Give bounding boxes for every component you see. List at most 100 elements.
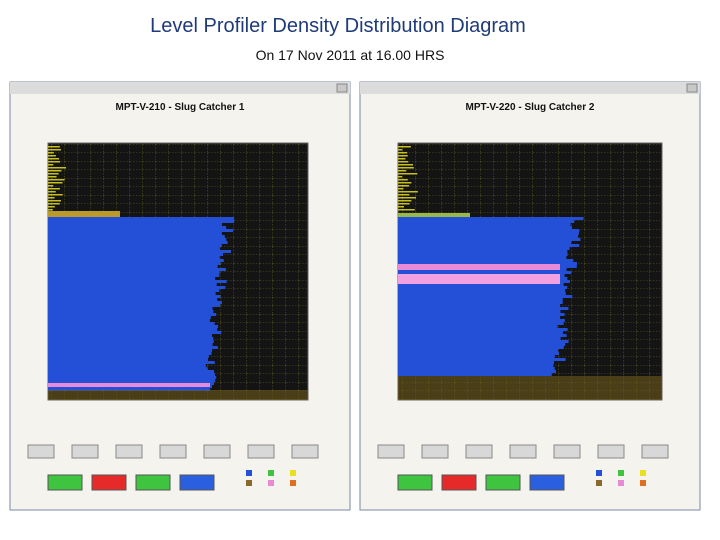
profile-base	[48, 390, 308, 400]
tool-button[interactable]	[641, 444, 669, 459]
legend-swatch	[246, 480, 252, 486]
profile-row	[398, 241, 572, 244]
legend-swatch	[618, 470, 624, 476]
tool-button[interactable]	[291, 444, 319, 459]
profile-row	[48, 223, 222, 226]
status-button[interactable]	[485, 474, 521, 491]
close-button[interactable]	[686, 83, 698, 93]
profile-fringe	[398, 188, 404, 190]
profile-row	[398, 313, 565, 316]
status-button[interactable]	[135, 474, 171, 491]
status-button[interactable]	[47, 474, 83, 491]
profile-fringe	[398, 209, 415, 211]
profile-fringe	[48, 179, 65, 181]
profile-row	[398, 325, 558, 328]
profile-row	[398, 349, 559, 352]
profile-row	[398, 220, 575, 223]
tool-button[interactable]	[71, 444, 99, 459]
profile-fringe	[48, 188, 60, 190]
status-button[interactable]	[91, 474, 127, 491]
close-button[interactable]	[336, 83, 348, 93]
profile-row	[398, 361, 555, 364]
profile-row	[398, 253, 568, 256]
profile-band	[398, 264, 560, 270]
tool-button[interactable]	[553, 444, 581, 459]
profile-row	[48, 241, 228, 244]
status-button[interactable]	[179, 474, 215, 491]
profile-row	[398, 286, 568, 289]
profile-fringe	[398, 191, 418, 193]
profile-row	[398, 364, 554, 367]
profile-fringe	[48, 170, 62, 172]
profile-row	[48, 358, 209, 361]
tool-button[interactable]	[421, 444, 449, 459]
profile-row	[398, 247, 570, 250]
profile-row	[48, 310, 214, 313]
profile-row	[398, 319, 565, 322]
profile-row	[398, 304, 561, 307]
profile-row	[48, 319, 210, 322]
tool-button[interactable]	[509, 444, 537, 459]
profile-fringe	[48, 203, 60, 205]
profile-row	[48, 346, 218, 349]
profile-row	[48, 334, 213, 337]
profile-row	[48, 262, 221, 265]
tool-button[interactable]	[203, 444, 231, 459]
profile-row	[48, 217, 235, 220]
tool-button[interactable]	[465, 444, 493, 459]
profile-row	[48, 256, 220, 259]
profile-row	[48, 355, 209, 358]
legend-swatch	[290, 470, 296, 476]
profile-band	[398, 274, 560, 284]
profile-fringe	[48, 158, 60, 160]
profile-fringe	[398, 182, 412, 184]
profile-row	[48, 349, 213, 352]
profile-row	[398, 238, 581, 241]
tool-button[interactable]	[247, 444, 275, 459]
profile-fringe	[398, 155, 408, 157]
legend-swatch	[596, 470, 602, 476]
profile-fringe	[48, 185, 54, 187]
profile-band	[398, 213, 470, 217]
legend-swatch	[640, 470, 646, 476]
status-button[interactable]	[397, 474, 433, 491]
profile-row	[48, 247, 220, 250]
legend-swatch	[290, 480, 296, 486]
tool-button[interactable]	[377, 444, 405, 459]
legend-swatch	[596, 480, 602, 486]
profile-row	[398, 322, 564, 325]
profile-fringe	[48, 191, 56, 193]
tool-button[interactable]	[159, 444, 187, 459]
profile-row	[48, 322, 215, 325]
profile-row	[48, 316, 211, 319]
profile-fringe	[398, 176, 403, 178]
profile-row	[48, 352, 212, 355]
profile-fringe	[48, 146, 60, 148]
tool-button[interactable]	[115, 444, 143, 459]
profile-fringe	[48, 155, 56, 157]
status-button[interactable]	[441, 474, 477, 491]
legend-swatch	[268, 480, 274, 486]
profile-fringe	[398, 200, 412, 202]
profile-fringe	[398, 179, 408, 181]
profile-row	[398, 331, 563, 334]
legend-swatch	[618, 480, 624, 486]
profile-row	[48, 388, 211, 391]
tool-button[interactable]	[597, 444, 625, 459]
profile-row	[48, 292, 216, 295]
title-bar	[10, 82, 350, 94]
tool-button[interactable]	[27, 444, 55, 459]
profile-fringe	[398, 152, 408, 154]
profile-fringe	[398, 173, 418, 175]
profile-row	[398, 292, 566, 295]
profile-row	[48, 277, 216, 280]
profile-row	[398, 340, 569, 343]
profile-row	[48, 370, 215, 373]
profile-row	[48, 295, 221, 298]
status-button[interactable]	[529, 474, 565, 491]
profile-row	[398, 244, 580, 247]
profile-row	[48, 364, 206, 367]
profile-row	[48, 373, 215, 376]
profile-row	[48, 274, 220, 277]
